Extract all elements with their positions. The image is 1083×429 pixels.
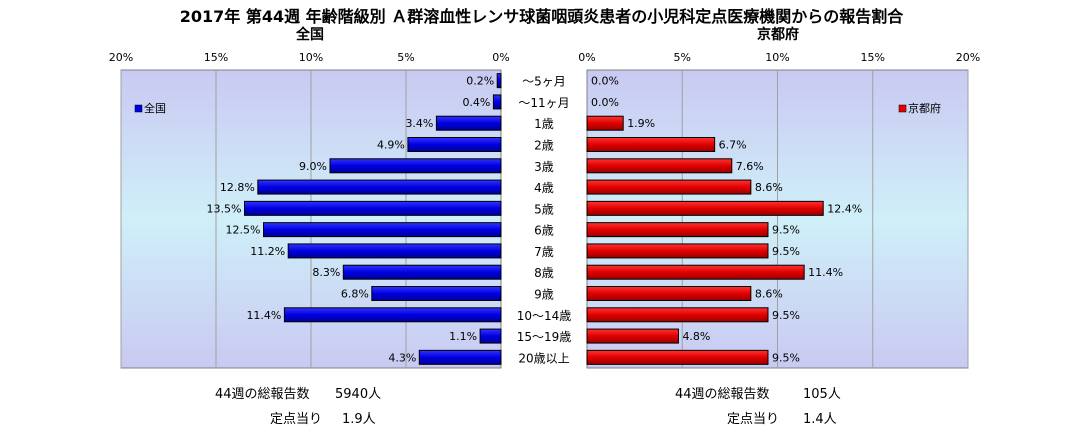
right-data-label: 0.0% bbox=[591, 75, 619, 88]
left-panel-title: 全国 bbox=[296, 27, 324, 43]
right-total-label: 44週の総報告数 bbox=[675, 387, 770, 402]
right-bar bbox=[586, 349, 769, 365]
left-bar bbox=[329, 158, 502, 174]
right-data-label: 6.7% bbox=[719, 139, 747, 152]
left-bar bbox=[287, 243, 502, 259]
right-total-row: 44週の総報告数 105人 bbox=[675, 383, 841, 402]
left-tick-label: 10% bbox=[299, 51, 323, 64]
right-data-label: 7.6% bbox=[736, 160, 764, 173]
left-data-label: 11.4% bbox=[246, 309, 281, 322]
left-total-label: 44週の総報告数 bbox=[215, 387, 310, 402]
category-label: 2歳 bbox=[534, 139, 554, 153]
left-data-label: 13.5% bbox=[207, 202, 242, 215]
category-label: 20歳以上 bbox=[518, 351, 569, 365]
left-per-site-row: 定点当り 1.9人 bbox=[270, 408, 376, 427]
right-bar bbox=[586, 286, 752, 301]
right-legend-swatch bbox=[898, 104, 907, 113]
right-bar bbox=[586, 307, 769, 323]
right-data-label: 9.5% bbox=[772, 245, 800, 258]
left-data-label: 4.3% bbox=[388, 351, 416, 364]
right-tick-label: 5% bbox=[674, 51, 691, 64]
left-bar bbox=[342, 264, 502, 280]
left-bar bbox=[371, 286, 502, 301]
category-label: ～11ヶ月 bbox=[518, 96, 569, 110]
left-per-site-label: 定点当り bbox=[270, 412, 323, 427]
right-data-label: 8.6% bbox=[755, 181, 783, 194]
category-label: 6歳 bbox=[534, 224, 554, 238]
left-data-label: 0.2% bbox=[466, 75, 494, 88]
right-data-label: 9.5% bbox=[772, 224, 800, 237]
left-legend-label: 全国 bbox=[144, 101, 166, 115]
left-legend-swatch bbox=[134, 104, 143, 113]
right-bar bbox=[586, 137, 716, 152]
left-bar bbox=[435, 115, 502, 131]
right-data-label: 9.5% bbox=[772, 309, 800, 322]
left-data-label: 12.5% bbox=[226, 224, 261, 237]
category-label: 3歳 bbox=[534, 160, 554, 174]
category-label: 5歳 bbox=[534, 202, 554, 216]
left-bar bbox=[263, 222, 502, 238]
left-tick-label: 15% bbox=[204, 51, 228, 64]
right-per-site-row: 定点当り 1.4人 bbox=[727, 408, 837, 427]
right-tick-label: 15% bbox=[861, 51, 885, 64]
right-data-label: 8.6% bbox=[755, 288, 783, 301]
right-data-label: 11.4% bbox=[808, 266, 843, 279]
left-total-row: 44週の総報告数 5940人 bbox=[215, 383, 381, 402]
left-bar bbox=[479, 328, 502, 344]
left-tick-label: 20% bbox=[109, 51, 133, 64]
left-data-label: 3.4% bbox=[405, 117, 433, 130]
left-data-label: 0.4% bbox=[462, 96, 490, 109]
left-bar bbox=[244, 200, 502, 216]
left-data-label: 6.8% bbox=[341, 288, 369, 301]
left-total-value: 5940人 bbox=[335, 387, 382, 402]
left-per-site-value: 1.9人 bbox=[342, 412, 376, 427]
right-data-label: 0.0% bbox=[591, 96, 619, 109]
left-bar bbox=[492, 94, 502, 110]
right-bar bbox=[586, 158, 733, 174]
left-bar bbox=[283, 307, 502, 323]
right-data-label: 9.5% bbox=[772, 351, 800, 364]
category-label: 1歳 bbox=[534, 117, 554, 131]
right-bar bbox=[586, 115, 624, 131]
left-bar bbox=[496, 73, 502, 89]
right-bar bbox=[586, 200, 824, 216]
category-label: 15～19歳 bbox=[517, 330, 572, 344]
left-data-label: 4.9% bbox=[377, 139, 405, 152]
right-per-site-value: 1.4人 bbox=[803, 412, 837, 427]
right-tick-label: 20% bbox=[956, 51, 980, 64]
left-tick-label: 0% bbox=[492, 51, 509, 64]
right-total-value: 105人 bbox=[803, 387, 841, 402]
category-label: ～5ヶ月 bbox=[522, 75, 566, 89]
right-legend-label: 京都府 bbox=[908, 101, 941, 115]
left-bar bbox=[418, 349, 502, 365]
left-bar bbox=[407, 137, 502, 152]
left-data-label: 1.1% bbox=[449, 330, 477, 343]
right-per-site-label: 定点当り bbox=[727, 412, 780, 427]
right-data-label: 4.8% bbox=[682, 330, 710, 343]
left-data-label: 8.3% bbox=[312, 266, 340, 279]
chart-title: 2017年 第44週 年齢階級別 Ａ群溶血性レンサ球菌咽頭炎患者の小児科定点医療… bbox=[179, 7, 904, 26]
right-bar bbox=[586, 328, 679, 344]
right-bar bbox=[586, 243, 769, 259]
category-label: 4歳 bbox=[534, 181, 554, 195]
left-data-label: 9.0% bbox=[299, 160, 327, 173]
category-label: 9歳 bbox=[534, 288, 554, 302]
right-bar bbox=[586, 222, 769, 238]
right-tick-label: 0% bbox=[578, 51, 595, 64]
left-bar bbox=[257, 179, 502, 195]
right-bar bbox=[586, 179, 752, 195]
right-bar bbox=[586, 264, 805, 280]
category-label: 8歳 bbox=[534, 266, 554, 280]
right-data-label: 1.9% bbox=[627, 117, 655, 130]
category-label: 10～14歳 bbox=[517, 309, 572, 323]
category-label: 7歳 bbox=[534, 245, 554, 259]
left-data-label: 11.2% bbox=[250, 245, 285, 258]
right-tick-label: 10% bbox=[765, 51, 789, 64]
right-data-label: 12.4% bbox=[827, 202, 862, 215]
left-tick-label: 5% bbox=[397, 51, 414, 64]
left-data-label: 12.8% bbox=[220, 181, 255, 194]
right-panel-title: 京都府 bbox=[757, 27, 799, 43]
